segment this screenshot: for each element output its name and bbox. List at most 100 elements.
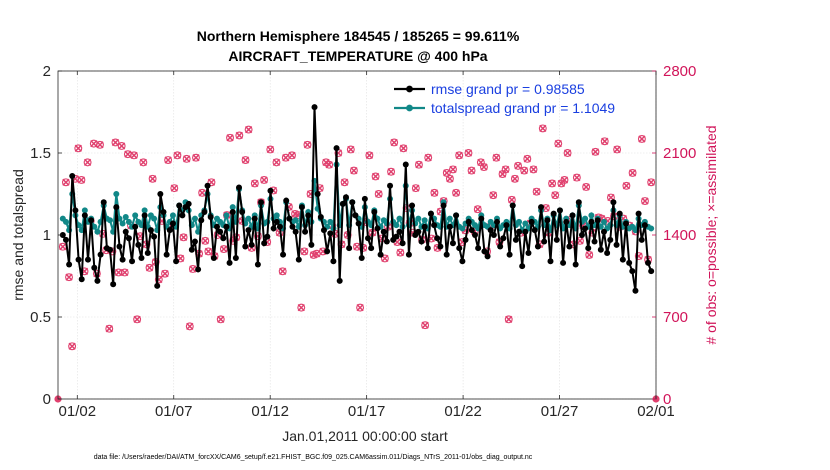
rmse-point xyxy=(648,268,655,275)
rmse-point xyxy=(163,251,170,258)
rmse-point xyxy=(613,241,620,248)
obs-assimilated-point xyxy=(591,148,600,156)
rmse-point xyxy=(157,191,164,197)
obs-assimilated-point xyxy=(498,170,507,178)
obs-assimilated-point xyxy=(563,149,572,157)
data-file-footnote: data file: /Users/raeder/DAI/ATM_forcXX/… xyxy=(94,454,533,461)
obs-possible-point xyxy=(173,151,182,160)
obs-assimilated-point xyxy=(489,191,497,199)
obs-assimilated-point xyxy=(68,342,76,350)
obs-assimilated-point xyxy=(220,245,228,253)
obs-assimilated-point xyxy=(523,155,531,163)
obs-assimilated-point xyxy=(551,191,559,199)
rmse-point xyxy=(342,194,349,201)
totalspread-point xyxy=(446,215,453,222)
rmse-point xyxy=(418,238,425,245)
obs-possible-point xyxy=(520,166,529,175)
obs-possible-point xyxy=(622,181,631,190)
rmse-point xyxy=(317,213,324,220)
obs-possible-point xyxy=(489,191,498,200)
rmse-point xyxy=(160,209,167,216)
obs-assimilated-point xyxy=(505,315,513,323)
y-right-tick-label: 2100 xyxy=(663,145,696,162)
obs-assimilated-point xyxy=(430,189,439,197)
rmse-point xyxy=(525,250,532,257)
obs-possible-point xyxy=(105,324,114,333)
obs-assimilated-point xyxy=(90,139,98,148)
rmse-point xyxy=(59,232,66,238)
rmse-point xyxy=(566,243,573,250)
rmse-point xyxy=(626,259,633,266)
rmse-point xyxy=(229,209,236,216)
obs-assimilated-point xyxy=(353,243,361,251)
rmse-point xyxy=(97,251,104,258)
rmse-point xyxy=(556,207,563,214)
obs-possible-point xyxy=(272,158,281,167)
rmse-point xyxy=(188,246,195,253)
rmse-point xyxy=(512,236,519,243)
rmse-point xyxy=(459,258,466,265)
obs-possible-point xyxy=(572,173,581,182)
obs-possible-point xyxy=(77,175,86,184)
obs-possible-point xyxy=(473,205,482,214)
rmse-point xyxy=(645,259,652,266)
obs-possible-point xyxy=(421,321,430,330)
obs-assimilated-point xyxy=(340,178,349,186)
rmse-point xyxy=(201,209,208,216)
legend-spread-label: totalspread grand pr = 1.1049 xyxy=(431,100,615,116)
obs-assimilated-point xyxy=(201,237,209,245)
rmse-point xyxy=(582,225,589,232)
rmse-point xyxy=(402,161,409,168)
rmse-point xyxy=(380,228,387,235)
rmse-point xyxy=(88,217,95,224)
rmse-point xyxy=(107,246,114,253)
obs-possible-point xyxy=(179,233,188,242)
legend-rmse-label: rmse grand pr = 0.98585 xyxy=(431,81,585,97)
rmse-point xyxy=(147,227,154,234)
obs-assimilated-point xyxy=(133,315,141,323)
rmse-point xyxy=(185,200,192,207)
obs-possible-point xyxy=(139,158,148,167)
obs-assimilated-point xyxy=(130,151,138,159)
rmse-point xyxy=(110,281,117,288)
rmse-point xyxy=(572,261,579,268)
rmse-point xyxy=(72,207,79,214)
rmse-point xyxy=(298,204,305,211)
x-tick-label: 02/01 xyxy=(637,403,675,420)
obs-possible-point xyxy=(374,190,383,198)
rmse-point xyxy=(638,236,645,243)
rmse-point xyxy=(254,261,261,268)
obs-assimilated-point xyxy=(464,149,473,157)
obs-assimilated-point xyxy=(179,233,188,241)
y-right-tick-label: 0 xyxy=(663,391,671,408)
obs-possible-point xyxy=(164,156,173,164)
obs-possible-point xyxy=(356,303,365,312)
obs-possible-point xyxy=(278,267,287,276)
obs-assimilated-point xyxy=(83,158,92,167)
obs-assimilated-point xyxy=(548,179,556,188)
x-tick-label: 01/27 xyxy=(541,403,579,420)
obs-assimilated-point xyxy=(121,268,129,277)
rmse-point xyxy=(232,254,239,261)
rmse-point xyxy=(616,210,623,217)
obs-possible-point xyxy=(325,160,334,169)
obs-possible-point xyxy=(430,188,439,197)
obs-possible-point xyxy=(452,188,461,197)
rmse-point xyxy=(289,223,296,230)
rmse-point xyxy=(242,243,249,250)
rmse-point xyxy=(280,251,287,258)
rmse-point xyxy=(550,210,557,217)
totalspread-point xyxy=(91,223,98,230)
obs-possible-point xyxy=(390,138,399,147)
obs-assimilated-point xyxy=(514,162,522,170)
rmse-point xyxy=(248,241,255,248)
obs-assimilated-point xyxy=(297,303,305,312)
rmse-point xyxy=(437,243,444,250)
rmse-point xyxy=(355,220,362,227)
obs-assimilated-point xyxy=(455,151,463,159)
rmse-point xyxy=(509,202,516,209)
rmse-point xyxy=(258,199,265,206)
axis-ticks: 01/02 01/07 01/12 01/17 01/22 01/27 02/0100.51… xyxy=(30,63,696,420)
rmse-point xyxy=(393,233,400,240)
rmse-point xyxy=(217,228,224,235)
